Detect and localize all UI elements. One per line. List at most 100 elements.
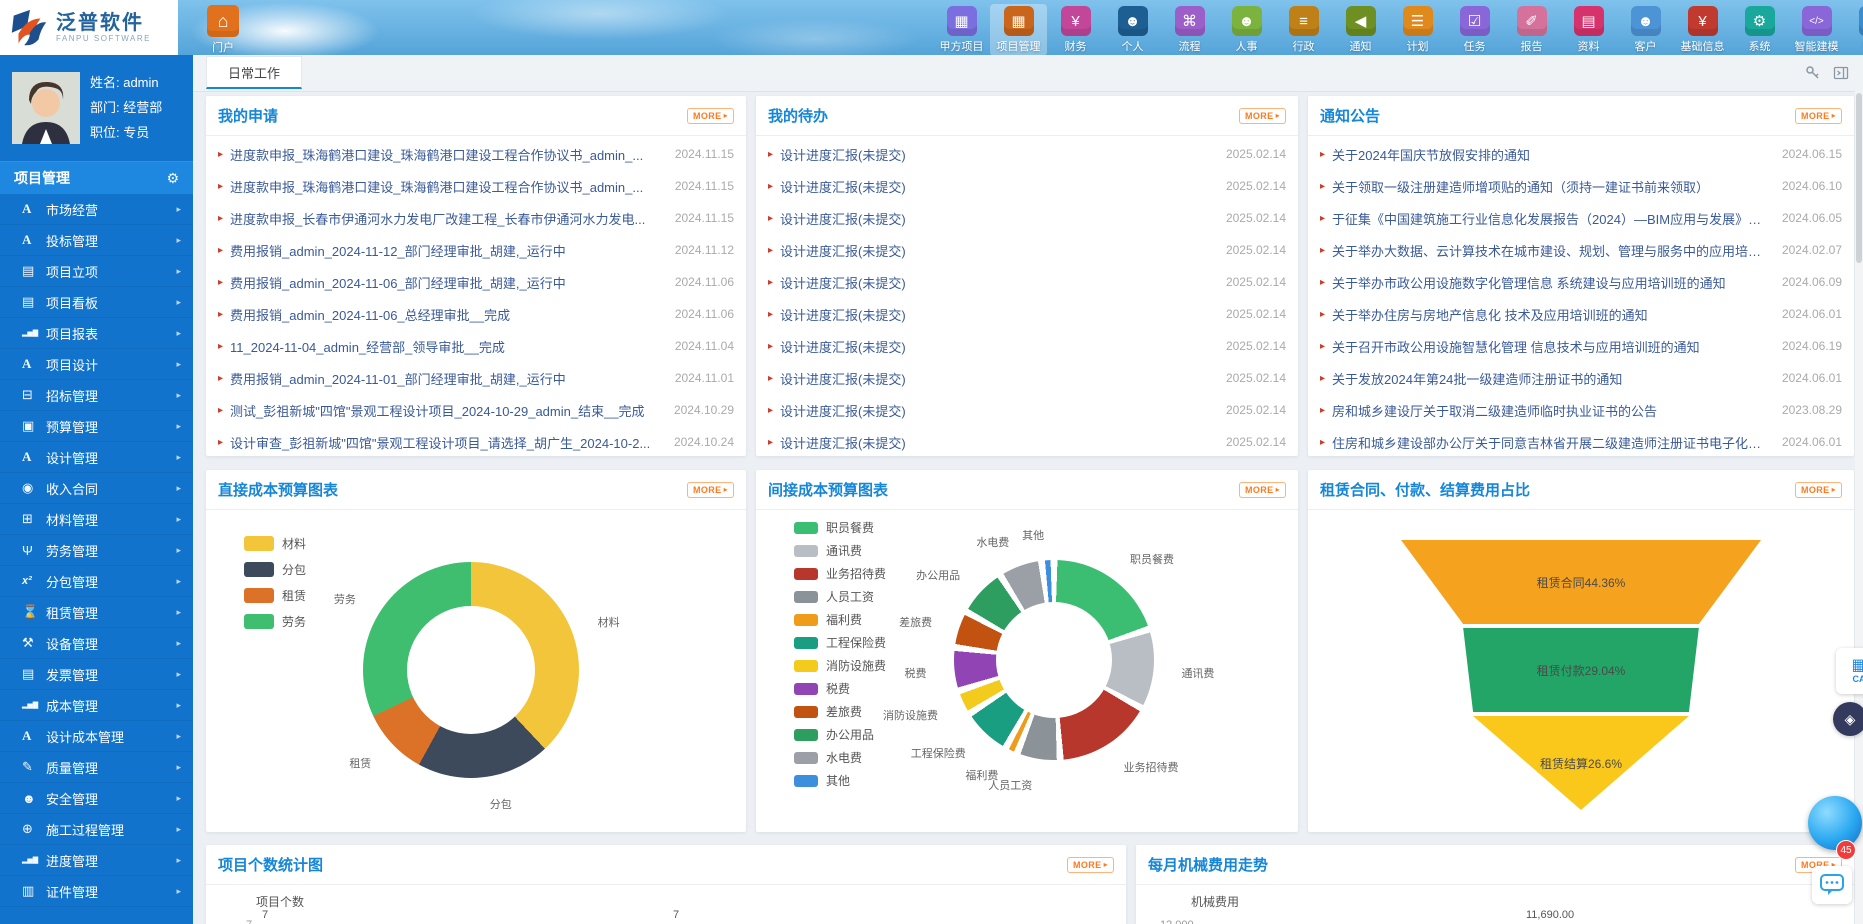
legend-item[interactable]: 其他 <box>794 769 886 792</box>
nav-item-management[interactable]: ☰管理 <box>1845 4 1863 55</box>
sidebar-item-design-management[interactable]: A设计管理▸ <box>0 442 193 473</box>
sidebar-item-quality-management[interactable]: ✎质量管理▸ <box>0 752 193 783</box>
nav-item-administration[interactable]: ≡行政 <box>1275 4 1332 55</box>
legend-item[interactable]: 办公用品 <box>794 723 886 746</box>
legend-item[interactable]: 分包 <box>244 556 306 582</box>
legend-item[interactable]: 材料 <box>244 530 306 556</box>
more-button[interactable]: MORE▸ <box>1239 482 1286 498</box>
sidebar-item-project-reports[interactable]: ▂▅▇项目报表▸ <box>0 318 193 349</box>
legend-item[interactable]: 职员餐费 <box>794 516 886 539</box>
collapse-panel-icon[interactable] <box>1833 65 1849 81</box>
list-item-link[interactable]: 设计进度汇报(未提交) <box>780 433 1212 452</box>
nav-item-project-management[interactable]: ▦项目管理 <box>990 4 1047 55</box>
more-button[interactable]: MORE▸ <box>687 482 734 498</box>
list-item-link[interactable]: 费用报销_admin_2024-11-12_部门经理审批_胡建,_运行中 <box>230 241 661 260</box>
list-item-link[interactable]: 进度款申报_长春市伊通河水力发电厂改建工程_长春市伊通河水力发电... <box>230 209 661 228</box>
list-item-link[interactable]: 费用报销_admin_2024-11-01_部门经理审批_胡建,_运行中 <box>230 369 661 388</box>
more-button[interactable]: MORE▸ <box>1067 857 1114 873</box>
sidebar-item-lease-management[interactable]: ⌛租赁管理▸ <box>0 597 193 628</box>
nav-item-documents[interactable]: ▤资料 <box>1560 4 1617 55</box>
list-item-link[interactable]: 进度款申报_珠海鹤港口建设_珠海鹤港口建设工程合作协议书_admin_... <box>230 145 661 164</box>
legend-item[interactable]: 差旅费 <box>794 700 886 723</box>
sidebar-item-income-contracts[interactable]: ◉收入合同▸ <box>0 473 193 504</box>
list-item-link[interactable]: 设计进度汇报(未提交) <box>780 241 1212 260</box>
list-item-link[interactable]: 设计进度汇报(未提交) <box>780 273 1212 292</box>
tab-daily-work[interactable]: 日常工作 <box>206 56 302 89</box>
nav-item-plans[interactable]: ☰计划 <box>1389 4 1446 55</box>
sidebar-item-subcontract-management[interactable]: x²分包管理▸ <box>0 566 193 597</box>
sidebar-item-project-board[interactable]: ▤项目看板▸ <box>0 287 193 318</box>
list-item-link[interactable]: 设计进度汇报(未提交) <box>780 209 1212 228</box>
key-icon[interactable] <box>1805 65 1821 81</box>
list-item-link[interactable]: 关于召开市政公用设施智慧化管理 信息技术与应用培训班的通知 <box>1332 337 1768 356</box>
legend-item[interactable]: 消防设施费 <box>794 654 886 677</box>
more-button[interactable]: MORE▸ <box>1239 108 1286 124</box>
sidebar-item-schedule-management[interactable]: ▂▅▇进度管理▸ <box>0 845 193 876</box>
sidebar-item-certificate-management[interactable]: ▥证件管理▸ <box>0 876 193 907</box>
list-item-link[interactable]: 设计进度汇报(未提交) <box>780 337 1212 356</box>
sidebar-item-market-operation[interactable]: A市场经营▸ <box>0 194 193 225</box>
list-item-link[interactable]: 11_2024-11-04_admin_经营部_领导审批__完成 <box>230 337 661 356</box>
legend-item[interactable]: 水电费 <box>794 746 886 769</box>
list-item-link[interactable]: 设计进度汇报(未提交) <box>780 145 1212 164</box>
legend-item[interactable]: 福利费 <box>794 608 886 631</box>
sidebar-item-project-initiation[interactable]: ▤项目立项▸ <box>0 256 193 287</box>
list-item-link[interactable]: 设计进度汇报(未提交) <box>780 305 1212 324</box>
nav-item-base-info[interactable]: ¥基础信息 <box>1674 4 1731 55</box>
list-item-link[interactable]: 关于2024年国庆节放假安排的通知 <box>1332 145 1768 164</box>
list-item-link[interactable]: 费用报销_admin_2024-11-06_总经理审批__完成 <box>230 305 661 324</box>
sidebar-item-labor-management[interactable]: Ψ劳务管理▸ <box>0 535 193 566</box>
nav-item-customers[interactable]: ☻客户 <box>1617 4 1674 55</box>
list-item-link[interactable]: 关于举办市政公用设施数字化管理信息 系统建设与应用培训班的通知 <box>1332 273 1768 292</box>
nav-item-personal[interactable]: ☻个人 <box>1104 4 1161 55</box>
gear-icon[interactable]: ⚙ <box>166 170 179 187</box>
qr-widget[interactable]: ◈ <box>1833 702 1863 736</box>
nav-item-finance[interactable]: ¥财务 <box>1047 4 1104 55</box>
sidebar-item-cost-management[interactable]: ▂▅▇成本管理▸ <box>0 690 193 721</box>
sidebar-item-construction-process-management[interactable]: ⊕施工过程管理▸ <box>0 814 193 845</box>
list-item-link[interactable]: 住房和城乡建设部办公厅关于同意吉林省开展二级建造师注册证书电子化试点... <box>1332 433 1768 452</box>
sidebar-item-equipment-management[interactable]: ⚒设备管理▸ <box>0 628 193 659</box>
chat-widget[interactable] <box>1812 866 1852 904</box>
nav-item-workflow[interactable]: ⌘流程 <box>1161 4 1218 55</box>
nav-item-party-projects[interactable]: ▦甲方项目 <box>933 4 990 55</box>
legend-item[interactable]: 租赁 <box>244 582 306 608</box>
more-button[interactable]: MORE▸ <box>687 108 734 124</box>
list-item-link[interactable]: 费用报销_admin_2024-11-06_部门经理审批_胡建,_运行中 <box>230 273 661 292</box>
list-item-link[interactable]: 关于发放2024年第24批一级建造师注册证书的通知 <box>1332 369 1768 388</box>
ca-certificate-widget[interactable]: ▦ CA <box>1836 648 1863 694</box>
legend-item[interactable]: 通讯费 <box>794 539 886 562</box>
nav-item-notifications[interactable]: ◀通知 <box>1332 4 1389 55</box>
more-button[interactable]: MORE▸ <box>1795 482 1842 498</box>
sidebar-item-budget-management[interactable]: ▣预算管理▸ <box>0 411 193 442</box>
list-item-link[interactable]: 测试_彭祖新城"四馆"景观工程设计项目_2024-10-29_admin_结束_… <box>230 401 660 420</box>
legend-item[interactable]: 工程保险费 <box>794 631 886 654</box>
list-item-link[interactable]: 关于举办大数据、云计算技术在城市建设、规划、管理与服务中的应用培训班... <box>1332 241 1768 260</box>
nav-item-smart-modeling[interactable]: </>智能建模 <box>1788 4 1845 55</box>
list-item-link[interactable]: 设计审查_彭祖新城"四馆"景观工程设计项目_请选择_胡广生_2024-10-2.… <box>230 433 660 452</box>
list-item-link[interactable]: 设计进度汇报(未提交) <box>780 177 1212 196</box>
sidebar-item-design-cost-management[interactable]: A设计成本管理▸ <box>0 721 193 752</box>
legend-item[interactable]: 人员工资 <box>794 585 886 608</box>
sidebar-item-tender-management[interactable]: ⊟招标管理▸ <box>0 380 193 411</box>
sidebar-item-material-management[interactable]: ⊞材料管理▸ <box>0 504 193 535</box>
list-item-link[interactable]: 关于举办住房与房地产信息化 技术及应用培训班的通知 <box>1332 305 1768 324</box>
nav-item-reports[interactable]: ✐报告 <box>1503 4 1560 55</box>
sidebar-item-project-design[interactable]: A项目设计▸ <box>0 349 193 380</box>
list-item-link[interactable]: 关于领取一级注册建造师增项贴的通知（须持一建证书前来领取） <box>1332 177 1768 196</box>
list-item-link[interactable]: 进度款申报_珠海鹤港口建设_珠海鹤港口建设工程合作协议书_admin_... <box>230 177 661 196</box>
list-item-link[interactable]: 设计进度汇报(未提交) <box>780 401 1212 420</box>
scrollbar-thumb[interactable] <box>1856 93 1862 263</box>
list-item-link[interactable]: 设计进度汇报(未提交) <box>780 369 1212 388</box>
list-item-link[interactable]: 于征集《中国建筑施工行业信息化发展报告（2024）—BIM应用与发展》材料... <box>1332 209 1768 228</box>
legend-item[interactable]: 劳务 <box>244 608 306 634</box>
sidebar-item-bidding-management[interactable]: A投标管理▸ <box>0 225 193 256</box>
sidebar-item-safety-management[interactable]: ☻安全管理▸ <box>0 783 193 814</box>
sidebar-item-invoice-management[interactable]: ▤发票管理▸ <box>0 659 193 690</box>
nav-item-hr[interactable]: ☻人事 <box>1218 4 1275 55</box>
legend-item[interactable]: 税费 <box>794 677 886 700</box>
vertical-scrollbar[interactable] <box>1855 91 1863 924</box>
nav-item-portal[interactable]: ⌂ 门户 <box>198 5 248 55</box>
legend-item[interactable]: 业务招待费 <box>794 562 886 585</box>
nav-item-tasks[interactable]: ☑任务 <box>1446 4 1503 55</box>
